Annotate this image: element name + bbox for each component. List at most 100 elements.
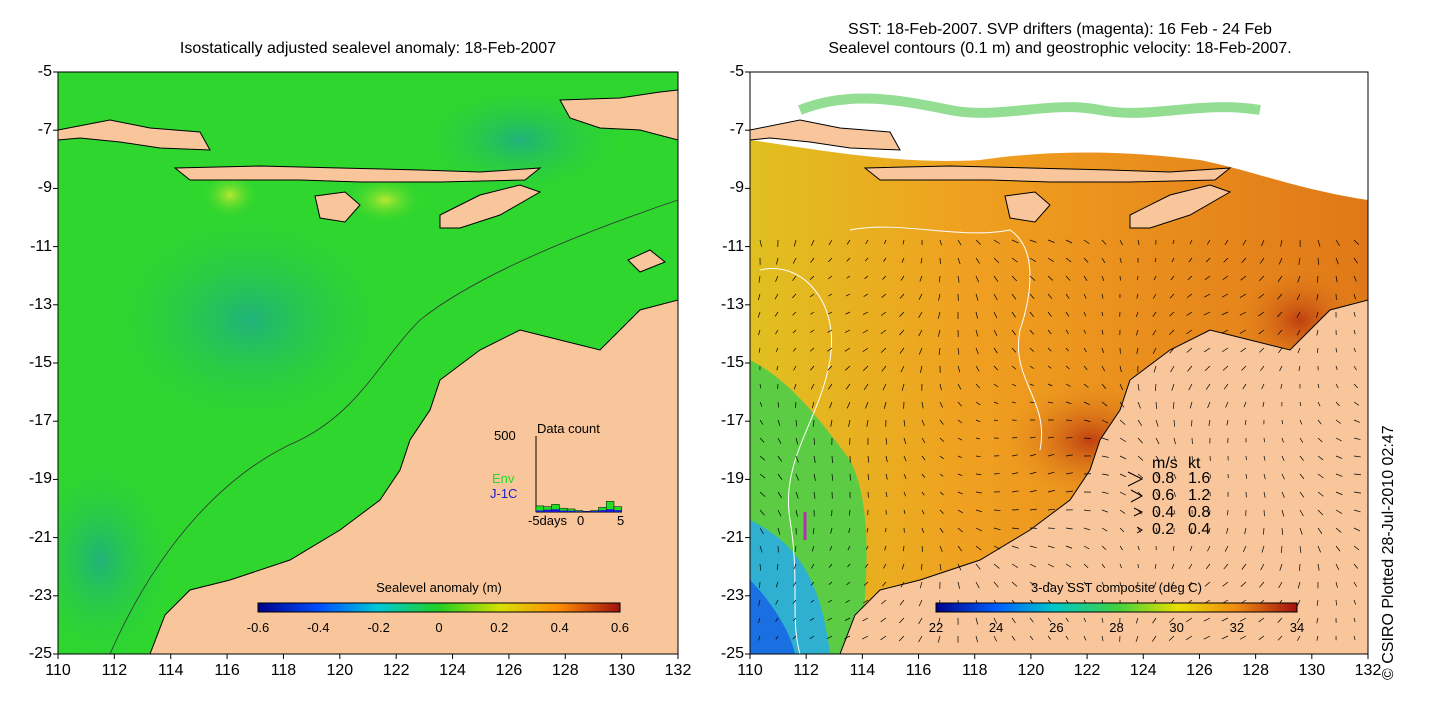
velocity-arrow [1173,473,1177,480]
inset-title: Data count [537,421,600,436]
velocity-arrow [793,239,797,247]
velocity-arrow [993,509,1001,511]
velocity-arrow [975,401,981,406]
velocity-arrow [1119,257,1122,264]
velocity-arrow [1155,419,1159,427]
velocity-arrow [795,455,799,463]
velocity-arrow [1187,275,1193,281]
velocity-arrow [1083,311,1087,317]
velocity-arrow [1263,455,1266,461]
velocity-arrow [1353,581,1357,587]
velocity-arrow [975,293,979,301]
velocity-arrow [1101,437,1109,441]
velocity-arrow [1173,419,1175,427]
velocity-arrow [1101,275,1105,281]
velocity-arrow [1011,293,1017,300]
velocity-arrow [1083,581,1088,587]
timor-island [439,184,542,229]
velocity-arrow [938,293,941,301]
velocity-arrow [846,239,851,245]
velocity-arrow [759,401,763,407]
velocity-arrow [939,275,941,283]
velocity-arrow [1297,635,1301,641]
velocity-arrow [918,599,923,607]
velocity-arrow [1263,527,1265,535]
velocity-arrow [810,311,815,315]
velocity-arrow [1317,437,1323,443]
velocity-arrow [903,455,907,462]
velocity-arrow [795,401,797,409]
left-xtick-label: 110 [45,662,71,679]
velocity-arrow [1317,473,1324,479]
speed-legend-kt: 1.2 [1188,487,1211,504]
velocity-arrow [1137,383,1140,391]
velocity-arrow [1335,401,1340,407]
velocity-arrow [1317,527,1323,534]
velocity-arrow [1047,545,1055,549]
speed-legend-ms: 0.6 [1152,487,1175,504]
velocity-arrow [1263,491,1266,498]
velocity-arrow [1221,329,1229,334]
velocity-arrow [1317,383,1320,389]
speed-legend-kt: 1.6 [1188,470,1211,487]
velocity-arrow [1011,563,1019,568]
velocity-arrow [1047,508,1055,511]
velocity-arrow [921,473,926,478]
velocity-arrow [1208,419,1211,426]
velocity-arrow [993,635,997,642]
velocity-arrow [918,635,923,643]
left-ytick-label: -11 [30,237,52,255]
velocity-arrow [1226,419,1229,426]
velocity-arrow [775,635,779,640]
velocity-arrow [867,473,870,481]
velocity-arrow [864,257,869,262]
velocity-arrow [758,329,761,336]
velocity-arrow [792,329,797,334]
velocity-arrow [1047,635,1051,640]
velocity-arrow [1353,599,1357,605]
speed-legend-ms: 0.2 [1152,521,1175,538]
velocity-arrow [899,347,905,354]
velocity-arrow [880,347,887,353]
velocity-arrow [1335,383,1339,389]
velocity-arrow [939,491,944,496]
velocity-arrow [757,311,761,318]
velocity-arrow [993,401,999,405]
velocity-arrow [1189,401,1193,409]
velocity-arrow [993,383,999,388]
velocity-arrow [1353,257,1358,264]
velocity-arrow [1259,581,1265,588]
velocity-arrow [885,473,888,480]
velocity-arrow [1101,329,1104,335]
right-xtick-label: 130 [1298,662,1326,679]
velocity-arrow [1137,473,1144,479]
sumba-r [1004,191,1051,223]
velocity-arrow [1029,311,1035,318]
velocity-arrow [1172,545,1175,551]
velocity-arrow [880,311,887,316]
right-ytick-label: -11 [722,237,744,255]
velocity-arrow [1155,491,1160,497]
velocity-arrow [1011,275,1018,282]
velocity-arrow [1172,401,1175,409]
velocity-arrow [1011,617,1016,624]
sla-colorbar-tick: -0.4 [307,620,330,635]
left-ytick-label: -17 [28,412,52,430]
velocity-arrow [844,635,851,639]
velocity-arrow [794,545,797,553]
velocity-arrow [777,437,782,444]
velocity-arrow [1047,581,1053,587]
velocity-arrow [846,581,851,586]
velocity-arrow [918,329,923,337]
velocity-arrow [1101,545,1107,550]
velocity-arrow [900,365,905,373]
velocity-arrow [1029,581,1036,587]
velocity-arrow [1335,509,1343,514]
velocity-arrow [1136,275,1139,281]
velocity-arrow [1335,419,1341,424]
velocity-arrow [957,239,962,246]
velocity-arrow [1137,455,1144,461]
velocity-arrow [1047,365,1052,369]
velocity-arrow [1281,509,1285,517]
sst-colorbar-tick: 28 [1109,620,1124,635]
